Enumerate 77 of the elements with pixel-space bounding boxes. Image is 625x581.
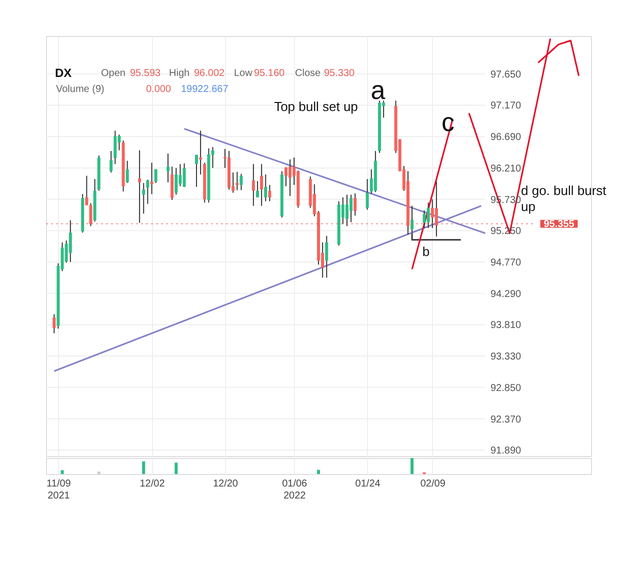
ref-line-label: 95.355 <box>544 218 575 230</box>
candlestick <box>142 182 146 214</box>
candlestick <box>430 198 434 229</box>
candlestick <box>426 202 430 229</box>
annotation: Open <box>101 68 126 79</box>
y-tick-label: 91.890 <box>490 446 522 457</box>
bar <box>142 461 146 474</box>
candlestick <box>236 171 239 191</box>
annotation: Close <box>295 68 322 79</box>
annotation: 19922.667 <box>181 84 229 95</box>
y-tick-label: 97.650 <box>490 69 522 80</box>
annotation: a <box>370 75 386 105</box>
candlestick <box>252 164 255 206</box>
candlestick <box>182 162 186 188</box>
candlestick <box>126 160 129 184</box>
y-tick-label: 92.850 <box>490 382 522 394</box>
candlestick <box>366 178 369 210</box>
y-tick-label: 92.370 <box>490 414 522 426</box>
x-tick-label: 12/20 <box>212 478 238 490</box>
annotation: 96.002 <box>194 68 226 79</box>
candlestick <box>325 235 328 278</box>
candlestick <box>199 130 202 175</box>
candlestick <box>138 150 142 224</box>
candlestick <box>434 181 438 238</box>
x-tick-label: 01/06 2022 <box>282 478 308 502</box>
candlestick <box>154 168 158 184</box>
candlestick <box>52 314 56 334</box>
candlestick <box>264 174 268 202</box>
candlestick <box>288 158 292 197</box>
annotation: d go. bull burst up <box>521 183 607 214</box>
candlestick <box>350 194 353 223</box>
candlestick <box>240 173 243 191</box>
candlestick <box>422 210 426 229</box>
annotation: 95.160 <box>254 68 286 79</box>
x-tick-label: 01/24 <box>355 478 381 490</box>
candlestick <box>68 220 72 263</box>
x-tick-label: 11/09 2021 <box>46 478 72 502</box>
bar <box>174 462 178 474</box>
candlestick <box>150 162 154 195</box>
candlestick <box>170 166 174 200</box>
y-tick-label: 94.770 <box>490 258 522 269</box>
annotation: DX <box>55 66 72 80</box>
y-tick-label: 94.290 <box>490 288 522 300</box>
annotation: b <box>422 244 430 259</box>
annotation: c <box>442 107 454 137</box>
bar <box>60 470 64 474</box>
candlestick <box>345 194 348 227</box>
y-tick-label: 96.690 <box>490 132 522 144</box>
candlestick <box>268 184 272 202</box>
bar <box>410 458 414 474</box>
candlestick <box>354 192 357 216</box>
candlestick <box>410 205 414 234</box>
annotation: Volume (9) <box>56 84 104 95</box>
candlestick <box>89 202 92 227</box>
candlestick <box>146 179 150 204</box>
y-tick-label: 96.210 <box>490 163 522 174</box>
candlestick <box>194 154 198 188</box>
y-tick-label: 97.170 <box>490 100 522 112</box>
annotation: Low <box>234 68 254 79</box>
annotation: High <box>169 68 190 79</box>
candlestick <box>284 166 288 187</box>
candlestick <box>256 180 259 198</box>
candlestick <box>114 130 117 165</box>
annotation: Top bull set up <box>274 99 358 114</box>
x-tick-label: 12/02 <box>140 478 166 490</box>
candlestick <box>110 150 113 174</box>
candlestick <box>85 175 88 206</box>
y-tick-label: 93.330 <box>490 352 522 363</box>
x-tick-label: 02/09 <box>420 478 446 490</box>
candlestick <box>174 167 178 196</box>
annotation: 95.330 <box>324 68 356 79</box>
candlestick <box>166 153 170 183</box>
y-tick-label: 93.810 <box>490 320 522 332</box>
annotation: 95.593 <box>130 68 162 79</box>
bar <box>317 470 320 474</box>
annotation: 0.000 <box>146 84 172 95</box>
candlestick <box>260 164 264 206</box>
